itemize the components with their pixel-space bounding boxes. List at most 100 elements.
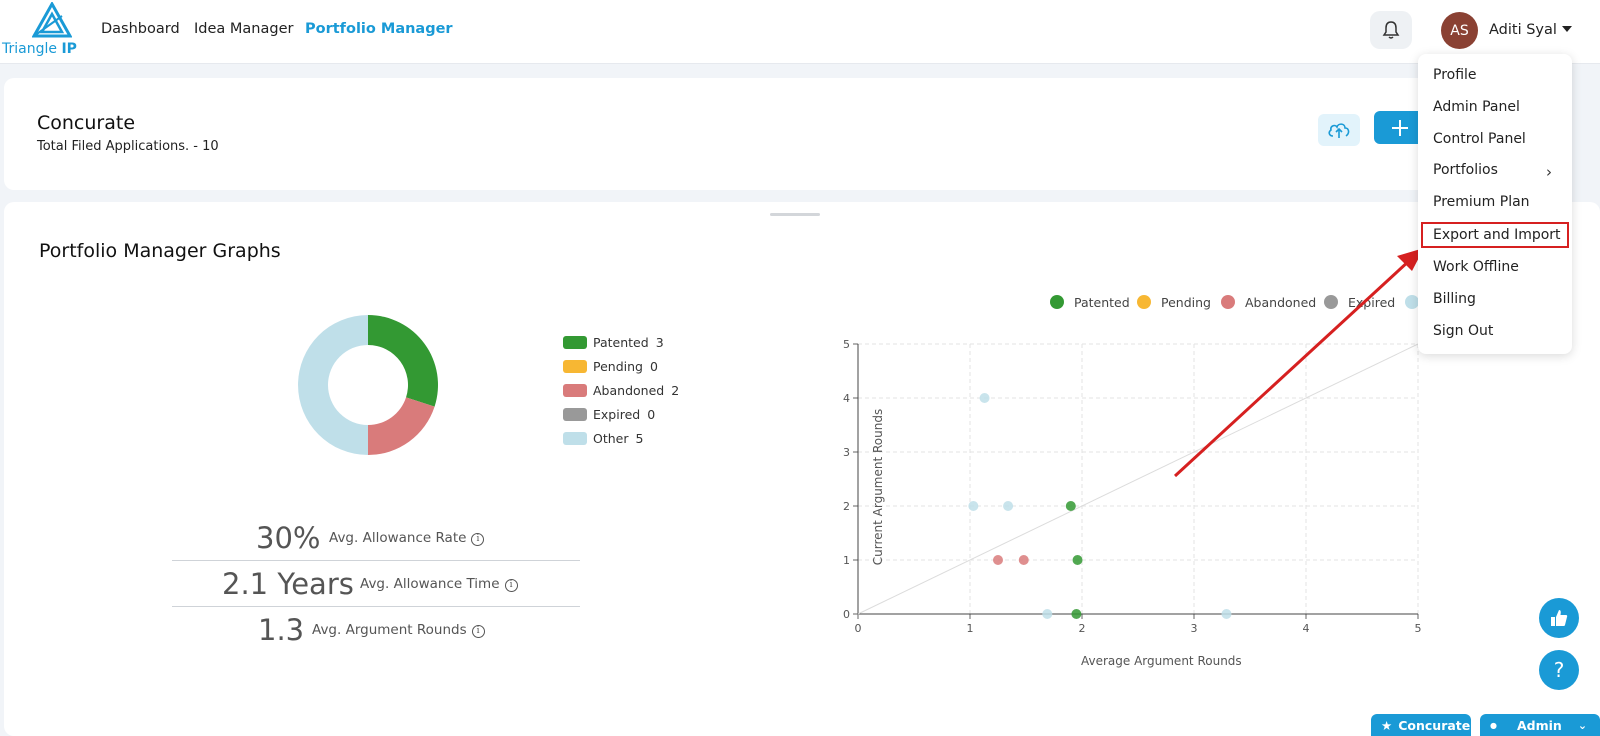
- info-icon[interactable]: i: [471, 625, 485, 638]
- legend-swatch: [563, 335, 587, 349]
- question-mark-icon: ?: [1553, 658, 1565, 682]
- menu-item-portfolios[interactable]: Portfolios: [1433, 162, 1498, 178]
- scatter-point-patented[interactable]: [1072, 555, 1083, 565]
- graphs-title: Portfolio Manager Graphs: [39, 240, 281, 262]
- legend-item-pending[interactable]: Pending 0: [563, 358, 658, 374]
- legend-label: Expired: [593, 406, 641, 422]
- menu-item-billing[interactable]: Billing: [1433, 291, 1476, 307]
- role-pill-label: Admin: [1516, 717, 1562, 733]
- highlight-box: [1421, 222, 1569, 248]
- info-icon[interactable]: i: [471, 533, 485, 546]
- legend-item-other[interactable]: Other 5: [563, 430, 643, 446]
- scatter-point-other[interactable]: [979, 393, 990, 403]
- legend-label: Abandoned: [1245, 294, 1317, 310]
- scatter-point-other[interactable]: [1003, 501, 1014, 511]
- legend-swatch: [563, 359, 587, 373]
- x-tick-label: 2: [1079, 622, 1086, 635]
- chevron-right-icon: ›: [1546, 163, 1552, 181]
- legend-count: 5: [635, 430, 644, 446]
- scatter-point-other[interactable]: [1221, 609, 1232, 619]
- info-icon[interactable]: i: [504, 579, 518, 592]
- donut-slice-other[interactable]: [298, 315, 368, 455]
- scatter-point-other[interactable]: [1042, 609, 1053, 619]
- legend-label: Pending: [1161, 294, 1211, 310]
- nav-dashboard[interactable]: Dashboard: [101, 21, 180, 37]
- top-navbar: Triangle IP Dashboard Idea Manager Portf…: [0, 0, 1600, 64]
- x-tick-label: 0: [855, 622, 862, 635]
- scatter-legend-patented[interactable]: Patented: [1050, 293, 1130, 311]
- project-title: Concurate: [37, 112, 136, 134]
- scatter-legend-pending[interactable]: Pending: [1137, 293, 1211, 311]
- nav-portfolio-manager[interactable]: Portfolio Manager: [305, 21, 453, 37]
- legend-dot: [1137, 295, 1151, 309]
- user-name[interactable]: Aditi Syal: [1489, 22, 1557, 38]
- legend-dot: [1405, 295, 1419, 309]
- filed-applications-count: Total Filed Applications. - 10: [37, 139, 219, 154]
- upload-button[interactable]: [1318, 114, 1360, 146]
- y-tick-label: 0: [843, 608, 850, 621]
- role-pill[interactable]: ● Admin ⌄: [1480, 714, 1600, 736]
- legend-count: 2: [671, 382, 680, 398]
- legend-label: Patented: [593, 334, 649, 350]
- notifications-button[interactable]: [1370, 11, 1412, 49]
- feedback-button[interactable]: [1539, 598, 1579, 638]
- donut-slice-abandoned[interactable]: [368, 397, 435, 455]
- legend-item-expired[interactable]: Expired 0: [563, 406, 655, 422]
- chevron-down-icon: ⌄: [1577, 718, 1588, 732]
- user-menu-caret-icon[interactable]: [1562, 26, 1572, 32]
- legend-count: 0: [649, 358, 658, 374]
- legend-item-abandoned[interactable]: Abandoned 2: [563, 382, 679, 398]
- stat-label: Avg. Allowance Rate i: [329, 530, 485, 546]
- legend-label: Patented: [1074, 294, 1130, 310]
- legend-swatch: [563, 407, 587, 421]
- nav-idea-manager[interactable]: Idea Manager: [194, 21, 294, 37]
- y-tick-label: 2: [843, 500, 850, 513]
- stat-value: 1.3: [258, 613, 305, 647]
- scatter-point-patented[interactable]: [1071, 609, 1082, 619]
- add-button[interactable]: [1374, 111, 1426, 144]
- scatter-legend-abandoned[interactable]: Abandoned: [1221, 293, 1316, 311]
- project-pill-label: Concurate: [1398, 717, 1471, 733]
- help-button[interactable]: ?: [1539, 650, 1579, 690]
- scatter-point-other[interactable]: [968, 501, 979, 511]
- legend-dot: [1221, 295, 1235, 309]
- cloud-upload-icon: [1328, 123, 1350, 138]
- project-pill[interactable]: ★ Concurate: [1371, 714, 1471, 736]
- legend-dot: [1324, 295, 1338, 309]
- legend-dot: [1050, 295, 1064, 309]
- scatter-legend-expired[interactable]: Expired: [1324, 293, 1395, 311]
- stat-allowance-rate: 30% Avg. Allowance Rate i: [172, 515, 580, 561]
- legend-count: 3: [655, 334, 664, 350]
- menu-item-sign-out[interactable]: Sign Out: [1433, 323, 1494, 339]
- menu-item-export-and-import[interactable]: Export and Import: [1433, 227, 1561, 243]
- menu-item-work-offline[interactable]: Work Offline: [1433, 259, 1519, 275]
- plus-icon: [1392, 119, 1408, 136]
- scatter-point-abandoned[interactable]: [993, 555, 1003, 565]
- menu-item-control-panel[interactable]: Control Panel: [1433, 131, 1526, 147]
- stat-allowance-time: 2.1 Years Avg. Allowance Time i: [172, 561, 580, 607]
- y-tick-label: 3: [843, 446, 850, 459]
- y-tick-label: 5: [843, 340, 850, 351]
- menu-item-premium-plan[interactable]: Premium Plan: [1433, 194, 1530, 210]
- stat-value: 2.1 Years: [222, 567, 354, 601]
- x-axis-title: Average Argument Rounds: [1081, 654, 1242, 668]
- user-avatar[interactable]: AS: [1441, 12, 1478, 49]
- triangle-logo-icon: [32, 2, 72, 38]
- x-tick-label: 4: [1303, 622, 1310, 635]
- stat-value: 30%: [256, 521, 321, 555]
- resize-handle[interactable]: [770, 213, 820, 216]
- legend-item-patented[interactable]: Patented 3: [563, 334, 664, 350]
- user-dropdown-menu: Profile Admin Panel Control Panel Portfo…: [1418, 54, 1572, 354]
- scatter-point-abandoned[interactable]: [1018, 555, 1029, 565]
- legend-count: 0: [647, 406, 656, 422]
- x-tick-label: 5: [1415, 622, 1422, 635]
- brand-logo[interactable]: Triangle IP: [2, 2, 77, 60]
- donut-slice-patented[interactable]: [368, 315, 438, 407]
- reference-line: [857, 343, 1419, 615]
- y-axis-title: Current Argument Rounds: [871, 408, 886, 566]
- scatter-point-patented[interactable]: [1065, 501, 1076, 511]
- menu-item-profile[interactable]: Profile: [1433, 67, 1477, 83]
- x-tick-label: 3: [1191, 622, 1198, 635]
- stat-label: Avg. Argument Rounds i: [312, 622, 485, 638]
- menu-item-admin-panel[interactable]: Admin Panel: [1433, 99, 1520, 115]
